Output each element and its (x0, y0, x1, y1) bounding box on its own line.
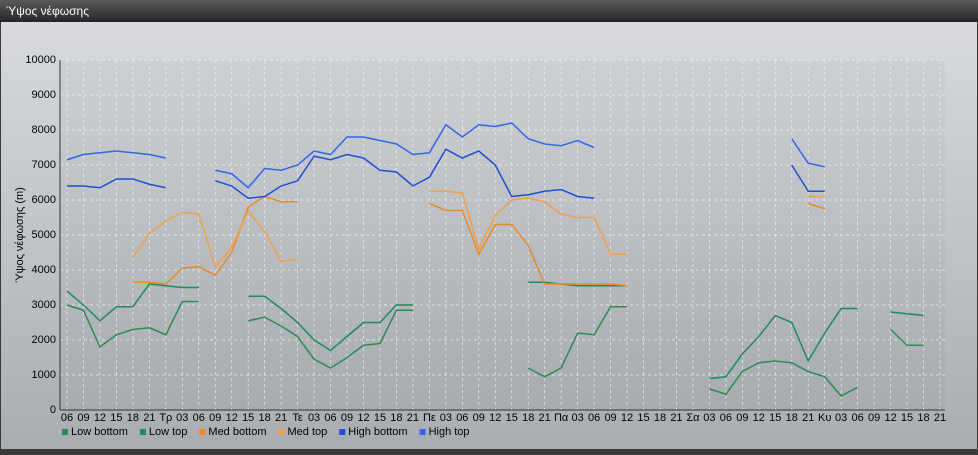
x-tick-label: 03 (835, 412, 847, 424)
legend-swatch (278, 429, 285, 435)
x-tick-label: 18 (522, 412, 534, 424)
x-tick-label: 18 (786, 412, 798, 424)
x-tick-label: 15 (901, 412, 913, 424)
y-tick-label: 4000 (32, 264, 56, 276)
legend-swatch (339, 429, 346, 435)
x-tick-label: Πε (423, 412, 436, 424)
y-tick-label: 7000 (32, 159, 56, 171)
x-tick-label: 18 (390, 412, 402, 424)
legend-label: Med top (288, 426, 328, 438)
x-tick-label: 03 (176, 412, 188, 424)
x-tick-label: 15 (637, 412, 649, 424)
x-tick-label: 12 (94, 412, 106, 424)
title-bar (0, 0, 978, 22)
x-tick-label: 03 (440, 412, 452, 424)
x-tick-label: 06 (720, 412, 732, 424)
x-tick-label: 06 (588, 412, 600, 424)
legend-label: Low bottom (71, 426, 128, 438)
y-tick-label: 10000 (25, 54, 56, 66)
series-line (67, 148, 825, 200)
legend-label: Low top (149, 426, 188, 438)
x-tick-label: 03 (571, 412, 583, 424)
x-tick-label: 21 (934, 412, 946, 424)
y-axis-title: Ύψος νέφωσης (m) (14, 187, 26, 283)
x-tick-label: 12 (884, 412, 896, 424)
x-tick-label: Τρ (159, 412, 172, 424)
y-tick-label: 1000 (32, 369, 56, 381)
series-line (66, 300, 924, 397)
y-tick-label: 5000 (32, 229, 56, 241)
x-tick-label: 21 (143, 412, 155, 424)
x-tick-label: 12 (621, 412, 633, 424)
x-tick-label: 21 (802, 412, 814, 424)
legend-swatch (139, 429, 146, 435)
x-tick-label: Σα (686, 412, 700, 424)
x-tick-label: 09 (77, 412, 89, 424)
x-tick-label: 12 (489, 412, 501, 424)
legend-swatch (419, 429, 426, 435)
x-tick-label: 06 (193, 412, 205, 424)
x-tick-label: 21 (670, 412, 682, 424)
x-tick-label: 21 (407, 412, 419, 424)
x-tick-label: 15 (769, 412, 781, 424)
y-tick-label: 9000 (32, 89, 56, 101)
x-tick-label: 12 (753, 412, 765, 424)
x-tick-label: 09 (736, 412, 748, 424)
legend-label: High bottom (348, 426, 407, 438)
x-tick-label: 06 (456, 412, 468, 424)
x-tick-label: 06 (61, 412, 73, 424)
x-tick-label: 15 (506, 412, 518, 424)
legend-swatch (62, 429, 68, 435)
y-tick-label: 2000 (32, 334, 56, 346)
y-tick-label: 6000 (32, 194, 56, 206)
plot-area (60, 60, 945, 410)
x-tick-label: 03 (703, 412, 715, 424)
x-tick-label: 12 (357, 412, 369, 424)
x-tick-label: 18 (127, 412, 139, 424)
x-tick-label: 09 (868, 412, 880, 424)
x-tick-label: 15 (242, 412, 254, 424)
x-tick-label: Τε (292, 412, 303, 424)
x-tick-label: 21 (539, 412, 551, 424)
x-tick-label: 15 (110, 412, 122, 424)
x-tick-label: 18 (654, 412, 666, 424)
x-tick-label: 09 (341, 412, 353, 424)
y-tick-label: 3000 (32, 299, 56, 311)
x-tick-label: 18 (259, 412, 271, 424)
y-tick-label: 8000 (32, 124, 56, 136)
legend-label: High top (429, 426, 470, 438)
legend-label: Med bottom (208, 426, 266, 438)
x-tick-label: 03 (308, 412, 320, 424)
x-tick-label: 21 (275, 412, 287, 424)
y-tick-label: 0 (50, 404, 56, 416)
x-tick-label: Πα (554, 412, 569, 424)
series-line (66, 281, 924, 380)
x-tick-label: 12 (226, 412, 238, 424)
series-line (132, 190, 825, 269)
x-tick-label: 18 (917, 412, 929, 424)
series-line (132, 195, 825, 287)
x-tick-label: 06 (852, 412, 864, 424)
legend-swatch (199, 429, 206, 435)
x-tick-label: 15 (374, 412, 386, 424)
x-tick-label: 06 (324, 412, 336, 424)
x-tick-label: 09 (604, 412, 616, 424)
series-line (66, 122, 825, 189)
x-tick-label: 09 (473, 412, 485, 424)
window-title: Ύψος νέφωσης (6, 4, 89, 18)
x-tick-label: Κυ (818, 412, 831, 424)
x-tick-label: 09 (209, 412, 221, 424)
